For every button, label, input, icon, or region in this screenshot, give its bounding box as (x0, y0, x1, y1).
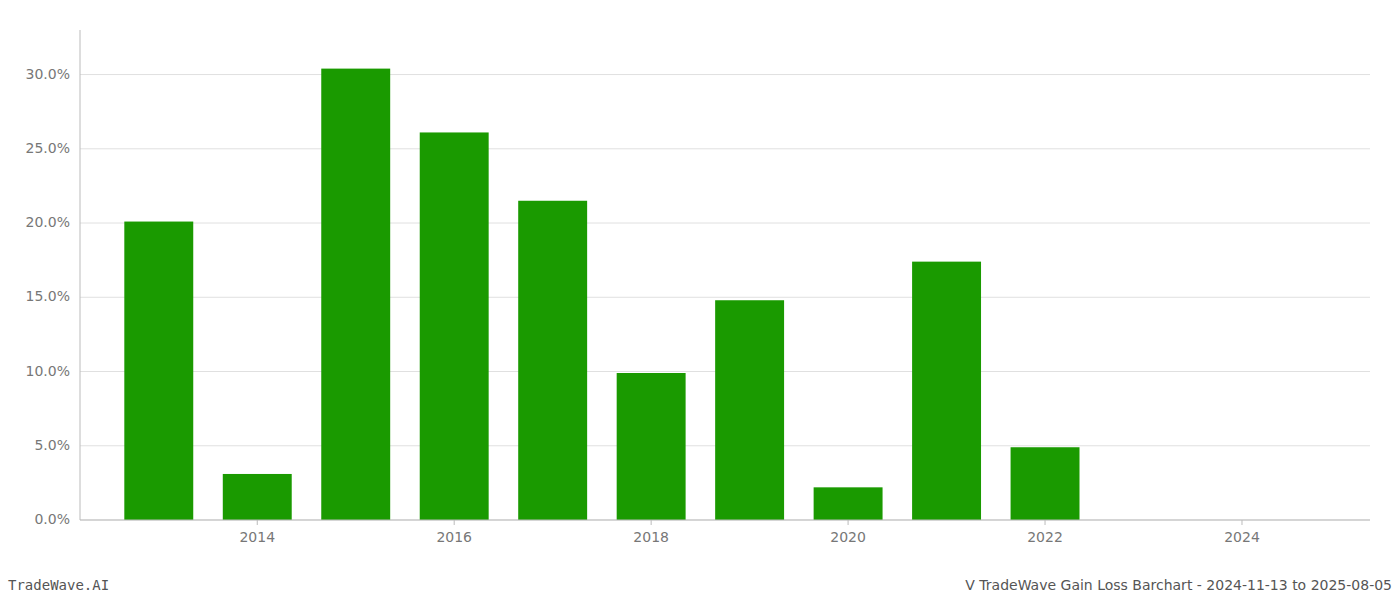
bar (321, 69, 390, 520)
title: V TradeWave Gain Loss Barchart - 2024-11… (965, 577, 1392, 593)
grid-line (80, 223, 1370, 224)
x-axis-line (80, 520, 1370, 521)
bars (124, 69, 1079, 520)
bar (223, 474, 292, 520)
bar (912, 262, 981, 520)
x-tick-label: 2024 (1224, 529, 1260, 545)
x-tick-label: 2018 (633, 529, 669, 545)
x-tick (651, 520, 652, 525)
x-ticks: 2014 2016 2018 2020 2022 2024 (239, 520, 1259, 545)
y-axis-line (80, 30, 81, 520)
bar (420, 132, 489, 520)
y-tick-label: 5.0% (34, 437, 70, 453)
x-tick-label: 2014 (239, 529, 275, 545)
bar (124, 222, 193, 520)
background (0, 0, 1400, 600)
bar (1011, 447, 1080, 520)
x-tick-label: 2022 (1027, 529, 1063, 545)
y-tick-label: 25.0% (26, 140, 70, 156)
x-tick (1241, 520, 1242, 525)
chart-container: 0.0%5.0%10.0%15.0%20.0%25.0%30.0%2014201… (0, 0, 1400, 600)
grid-line (80, 74, 1370, 75)
x-tick (257, 520, 258, 525)
y-tick-label: 0.0% (34, 511, 70, 527)
x-tick-label: 2016 (436, 529, 472, 545)
y-tick-label: 15.0% (26, 288, 70, 304)
x-tick-label: 2020 (830, 529, 866, 545)
y-tick-label: 30.0% (26, 66, 70, 82)
chart-svg: 0.0%5.0%10.0%15.0%20.0%25.0%30.0%2014201… (0, 0, 1400, 600)
x-tick (1045, 520, 1046, 525)
grid-line (80, 148, 1370, 149)
bar (617, 373, 686, 520)
y-grid (80, 75, 1370, 520)
watermark: TradeWave.AI (8, 577, 109, 593)
y-tick-label: 10.0% (26, 363, 70, 379)
y-tick-labels: 0.0% 5.0% 10.0% 15.0% 20.0% 25.0% 30.0% (26, 66, 70, 527)
grid-line (80, 520, 1370, 521)
y-tick-label: 20.0% (26, 214, 70, 230)
x-tick (454, 520, 455, 525)
bar (518, 201, 587, 520)
bar (814, 487, 883, 520)
x-tick (848, 520, 849, 525)
grid-line (80, 297, 1370, 298)
bar (715, 300, 784, 520)
